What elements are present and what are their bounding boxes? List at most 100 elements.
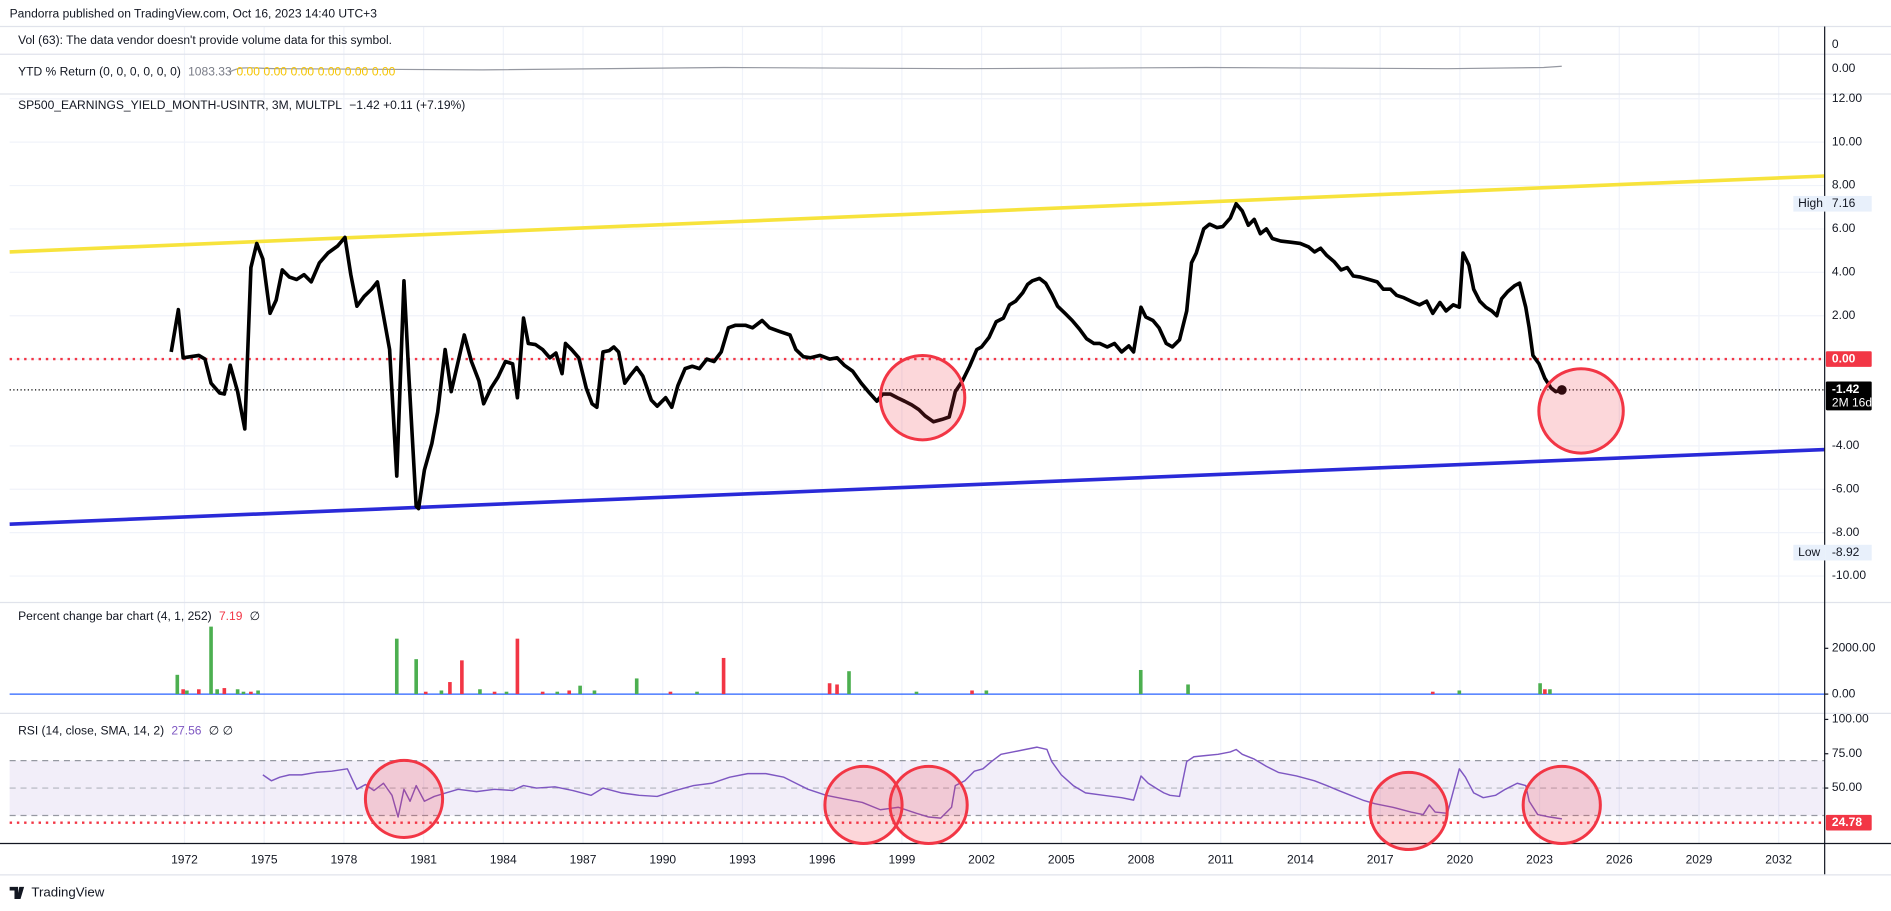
- bar: [540, 691, 545, 695]
- bar-legend-symbol: ∅: [250, 609, 261, 623]
- main-title: SP500_EARNINGS_YIELD_MONTH-USINTR, 3M, M…: [18, 98, 342, 112]
- price-label-box: [1825, 351, 1872, 367]
- ytd-axis-label: 0.00: [1832, 61, 1856, 75]
- bar: [827, 683, 832, 695]
- price-label-box: [1825, 814, 1872, 831]
- low-label-box: [1793, 544, 1826, 561]
- x-tick-label: 1987: [570, 853, 597, 867]
- y-tick-label: 50.00: [1832, 780, 1862, 794]
- bar: [504, 691, 509, 695]
- series-line: [169, 201, 1563, 511]
- x-tick-label: 1972: [171, 853, 198, 867]
- bar: [175, 674, 180, 695]
- bar: [439, 690, 444, 695]
- bar: [578, 685, 582, 695]
- bar: [835, 684, 839, 695]
- bar: [394, 638, 399, 695]
- logo: [9, 886, 25, 899]
- x-tick-label: 1999: [888, 853, 915, 867]
- bar: [197, 689, 201, 695]
- y-tick-label: 6.00: [1832, 221, 1856, 235]
- low-value-box: [1825, 544, 1872, 561]
- bar: [256, 690, 260, 695]
- x-tick-label: 2002: [968, 853, 995, 867]
- high-label: High: [1798, 196, 1823, 210]
- price-label: 0.00: [1832, 351, 1856, 365]
- bar: [215, 689, 219, 695]
- main-legend-values: −1.42 +0.11 (+7.19%): [349, 98, 465, 112]
- bar: [984, 690, 989, 695]
- bar-legend: Percent change bar chart (4, 1, 252) 7.19…: [18, 609, 260, 623]
- x-tick-label: 2020: [1446, 853, 1473, 867]
- bar: [555, 691, 560, 695]
- ytd-value: 0.00: [345, 64, 369, 78]
- vol-label: Vol (63): The data vendor doesn't provid…: [18, 33, 392, 47]
- bar: [847, 671, 851, 695]
- bar-title: Percent change bar chart (4, 1, 252): [18, 609, 212, 623]
- bar: [492, 691, 497, 695]
- bar: [695, 691, 699, 695]
- x-tick-label: 2032: [1765, 853, 1792, 867]
- trendline: [9, 447, 1825, 527]
- bar: [222, 688, 227, 695]
- bar: [721, 657, 726, 695]
- x-tick-label: 2014: [1287, 853, 1314, 867]
- bar: [914, 691, 919, 695]
- ytd-label: YTD % Return (0, 0, 0, 0, 0, 0): [18, 64, 181, 78]
- bar: [235, 689, 240, 695]
- bar-legend-value: 7.19: [219, 609, 243, 623]
- y-tick-label: -10.00: [1832, 568, 1866, 582]
- bar: [185, 690, 189, 695]
- bar: [448, 682, 452, 695]
- rsi-legend-symbols: ∅ ∅: [209, 724, 233, 738]
- x-tick-label: 2023: [1526, 853, 1553, 867]
- y-tick-label: 2000.00: [1832, 640, 1876, 654]
- low-label: Low: [1798, 545, 1820, 559]
- last-point: [1557, 385, 1567, 395]
- ytd-value: 0.00: [291, 64, 315, 78]
- price-label-box: [1825, 381, 1872, 411]
- rsi-legend: RSI (14, close, SMA, 14, 2) 27.56 ∅ ∅: [18, 724, 233, 738]
- y-tick-label: 100.00: [1832, 712, 1869, 726]
- vol-axis-label: 0: [1832, 37, 1839, 51]
- main-legend: SP500_EARNINGS_YIELD_MONTH-USINTR, 3M, M…: [18, 98, 465, 112]
- ytd-value: 0.00: [264, 64, 288, 78]
- bar: [592, 690, 597, 695]
- high-value-box: [1825, 195, 1872, 212]
- ytd-value: 0.00: [236, 64, 260, 78]
- y-tick-label: 4.00: [1832, 265, 1856, 279]
- price-label: -1.42: [1832, 382, 1860, 396]
- bar: [634, 678, 639, 695]
- bar: [241, 691, 246, 695]
- annotation-circle: [823, 764, 904, 846]
- bar: [209, 626, 213, 695]
- x-tick-label: 2026: [1606, 853, 1633, 867]
- bar: [414, 659, 418, 695]
- annotation-circle: [888, 764, 969, 846]
- price-sublabel: 2M 16d: [1832, 395, 1872, 409]
- annotation-circle: [363, 758, 445, 839]
- footer-brand: TradingView: [31, 884, 104, 899]
- bar: [478, 689, 482, 695]
- y-tick-label: 8.00: [1832, 178, 1856, 192]
- low-value: -8.92: [1832, 545, 1860, 559]
- bar: [1548, 689, 1552, 695]
- bar: [249, 691, 253, 695]
- bar: [1543, 689, 1547, 695]
- series-line: [262, 746, 1562, 820]
- annotation-circle: [878, 353, 967, 442]
- annotation-circle: [1521, 764, 1602, 846]
- y-tick-label: 0.00: [1832, 686, 1856, 700]
- trendline: [9, 174, 1825, 254]
- bar: [423, 691, 428, 695]
- x-tick-label: 1990: [649, 853, 676, 867]
- bar: [970, 690, 974, 695]
- bar: [1186, 684, 1190, 695]
- x-tick-label: 1996: [809, 853, 836, 867]
- bar: [1138, 669, 1143, 695]
- y-tick-label: 2.00: [1832, 308, 1856, 322]
- x-tick-label: 1993: [729, 853, 756, 867]
